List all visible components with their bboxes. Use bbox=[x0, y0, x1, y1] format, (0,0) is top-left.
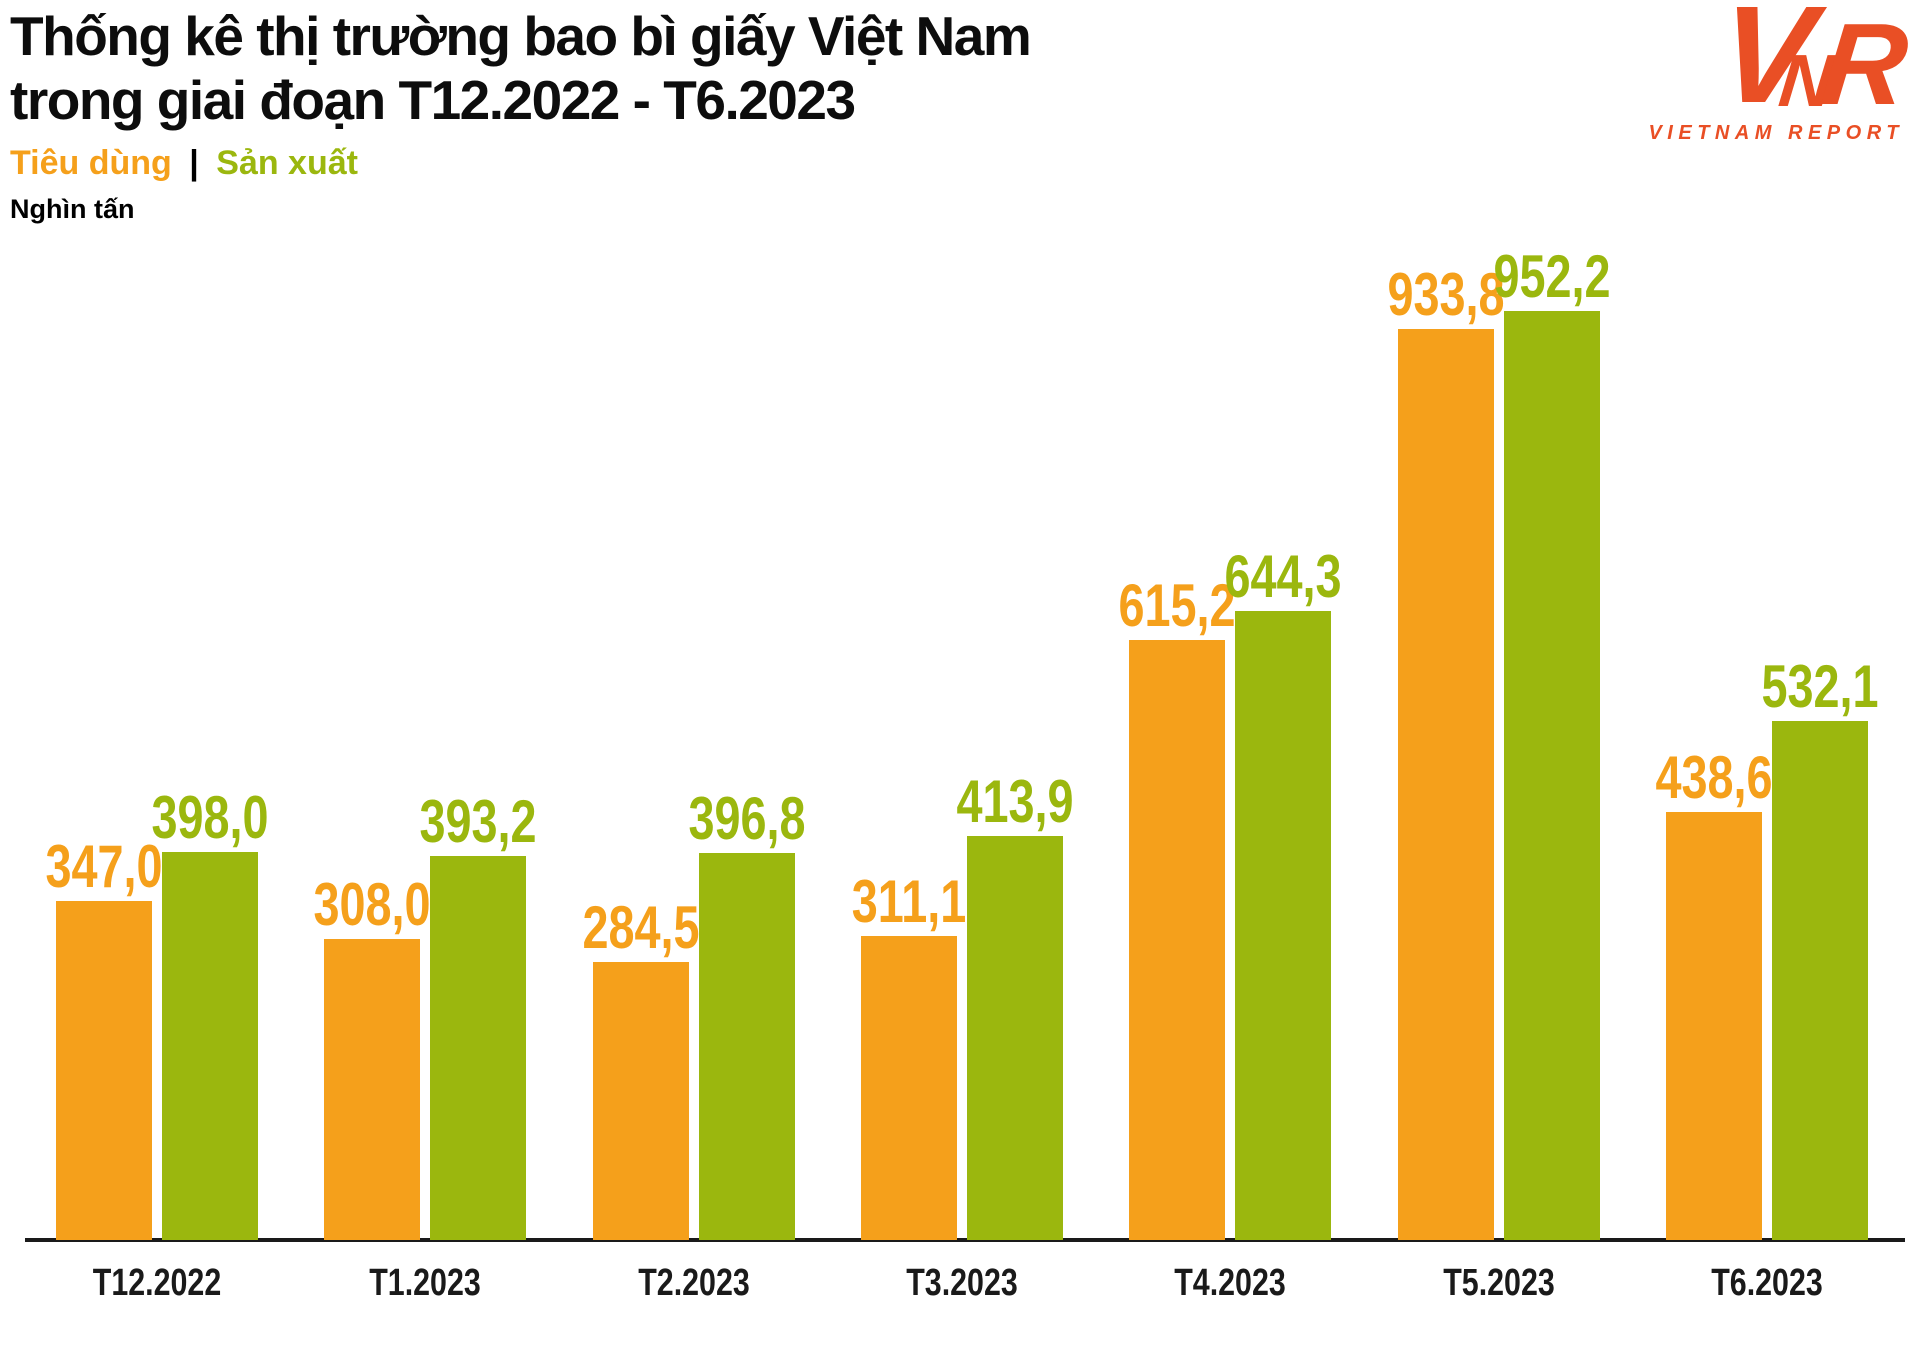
bar-san-xuat-rect bbox=[430, 856, 527, 1240]
bar-san-xuat: 398,0 bbox=[151, 788, 269, 1240]
page-title: Thống kê thị trường bao bì giấy Việt Nam… bbox=[10, 4, 1032, 133]
bar-tieu-dung-rect bbox=[1665, 812, 1762, 1240]
bar-tieu-dung: 933,8 bbox=[1387, 265, 1504, 1240]
bar-san-xuat: 396,8 bbox=[688, 789, 805, 1240]
bar-value-label: 952,2 bbox=[1493, 243, 1611, 310]
bar-tieu-dung: 311,1 bbox=[852, 872, 966, 1240]
bar-tieu-dung-rect bbox=[324, 939, 421, 1240]
bar-tieu-dung-rect bbox=[56, 901, 152, 1240]
bar-group: 347,0 398,0 bbox=[45, 788, 269, 1240]
bar-group: 933,8 952,2 bbox=[1387, 247, 1610, 1240]
x-axis-tick-label: T5.2023 bbox=[1442, 1262, 1555, 1304]
bar-group: 308,0 393,2 bbox=[314, 792, 537, 1240]
bar-san-xuat-rect bbox=[162, 852, 258, 1240]
bar-value-label: 347,0 bbox=[45, 833, 163, 900]
bar-san-xuat-rect bbox=[698, 853, 795, 1240]
bar-san-xuat-rect bbox=[1771, 721, 1868, 1240]
bar-value-label: 398,0 bbox=[151, 784, 269, 851]
page-title-line1: Thống kê thị trường bao bì giấy Việt Nam bbox=[10, 5, 1032, 67]
bar-value-label: 615,2 bbox=[1118, 572, 1236, 639]
bar-tieu-dung: 438,6 bbox=[1655, 748, 1773, 1240]
x-axis-tick-labels: T12.2022 T1.2023 T2.2023 T3.2023 T4.2023 T5.2… bbox=[56, 1264, 1868, 1302]
x-axis-tick-label: T2.2023 bbox=[637, 1262, 750, 1304]
legend-item-tieu-dung: Tiêu dùng bbox=[10, 144, 172, 182]
bar-group: 438,6 532,1 bbox=[1655, 657, 1879, 1240]
bar-value-label: 284,5 bbox=[582, 894, 700, 961]
bar-value-label: 644,3 bbox=[1224, 543, 1342, 610]
x-axis-tick-label: T1.2023 bbox=[369, 1262, 482, 1304]
bar-value-label: 393,2 bbox=[419, 788, 537, 855]
bar-tieu-dung: 308,0 bbox=[314, 875, 431, 1240]
bar-group: 311,1 413,9 bbox=[852, 772, 1074, 1240]
bar-tieu-dung: 615,2 bbox=[1119, 576, 1236, 1240]
bar-value-label: 933,8 bbox=[1387, 261, 1505, 328]
bar-san-xuat-rect bbox=[1503, 311, 1600, 1240]
logo-subtitle: VIETNAM REPORT bbox=[1648, 121, 1904, 144]
logo-letter-r: R bbox=[1816, 0, 1910, 130]
bar-value-label: 438,6 bbox=[1655, 744, 1773, 811]
bar-tieu-dung-rect bbox=[592, 962, 689, 1240]
bar-san-xuat: 532,1 bbox=[1761, 657, 1879, 1240]
y-axis-unit-label: Nghìn tấn bbox=[10, 194, 135, 224]
bar-san-xuat-rect bbox=[966, 836, 1063, 1240]
bar-value-label: 532,1 bbox=[1761, 653, 1879, 720]
bar-san-xuat: 393,2 bbox=[420, 792, 537, 1240]
bar-san-xuat-rect bbox=[1235, 611, 1332, 1240]
bar-tieu-dung-rect bbox=[860, 936, 957, 1240]
bar-value-label: 308,0 bbox=[313, 871, 431, 938]
bar-san-xuat: 952,2 bbox=[1493, 247, 1610, 1240]
x-axis-tick-label: T3.2023 bbox=[906, 1262, 1018, 1304]
chart-legend: Tiêu dùng | Sản xuất bbox=[10, 146, 358, 180]
x-axis-line bbox=[25, 1238, 1905, 1242]
vnr-logo-letters: V N R bbox=[1643, 0, 1910, 132]
x-axis-tick-label: T6.2023 bbox=[1711, 1262, 1823, 1304]
bar-group: 615,2 644,3 bbox=[1119, 547, 1342, 1240]
legend-separator: | bbox=[189, 144, 199, 182]
bar-value-label: 413,9 bbox=[956, 768, 1074, 835]
bar-value-label: 311,1 bbox=[851, 868, 967, 935]
bar-chart-plot-area: 347,0 398,0 308,0 393,2 284,5 396,8 311,1 413,9… bbox=[45, 247, 1879, 1240]
bar-tieu-dung: 347,0 bbox=[45, 837, 163, 1240]
legend-item-san-xuat: Sản xuất bbox=[216, 144, 358, 182]
bar-tieu-dung-rect bbox=[1397, 329, 1494, 1240]
bar-tieu-dung-rect bbox=[1129, 640, 1226, 1240]
vnr-logo: V N R VIETNAM REPORT bbox=[1648, 0, 1910, 145]
bar-group: 284,5 396,8 bbox=[582, 789, 805, 1240]
bar-san-xuat: 644,3 bbox=[1225, 547, 1342, 1240]
bar-value-label: 396,8 bbox=[688, 785, 806, 852]
bar-tieu-dung: 284,5 bbox=[582, 898, 699, 1240]
bar-san-xuat: 413,9 bbox=[956, 772, 1074, 1240]
x-axis-tick-label: T12.2022 bbox=[92, 1262, 222, 1304]
x-axis-tick-label: T4.2023 bbox=[1174, 1262, 1287, 1304]
page-title-line2: trong giai đoạn T12.2022 - T6.2023 bbox=[10, 69, 856, 132]
